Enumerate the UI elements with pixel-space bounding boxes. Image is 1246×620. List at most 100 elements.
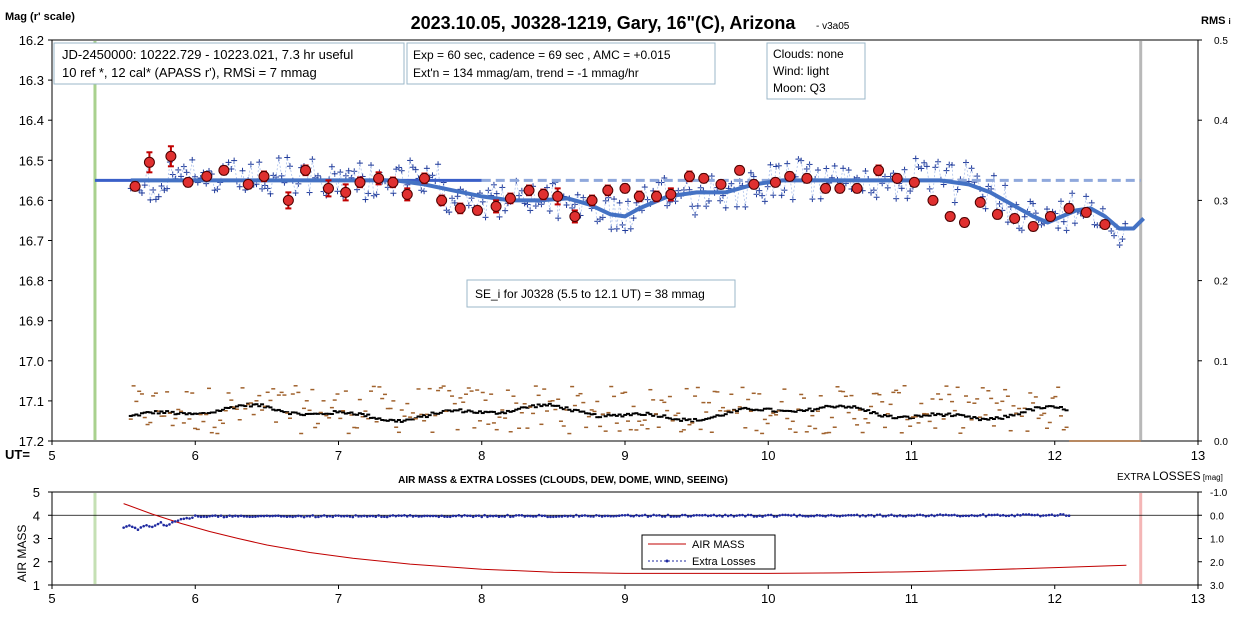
binned-point [242, 178, 254, 190]
plot-area-bottom [51, 491, 1199, 586]
bottom-y-tick-label: 5 [33, 485, 40, 500]
extra-loss-point [723, 513, 727, 517]
binned-point [1027, 220, 1039, 232]
extra-loss-point [801, 514, 804, 518]
extra-loss-point [1013, 514, 1016, 518]
extra-loss-point [795, 515, 799, 518]
extra-loss-point [999, 514, 1002, 517]
extra-loss-point [514, 514, 518, 517]
extra-loss-point [709, 514, 713, 517]
bottom-x-tick-label: 6 [192, 591, 199, 606]
annotation-jd-line-1: JD-2450000: 10222.729 - 10223.021, 7.3 h… [62, 47, 353, 62]
extra-loss-point [446, 515, 449, 519]
binned-point [586, 194, 598, 206]
binned-point [633, 190, 645, 202]
y-tick-label: 16.3 [19, 73, 44, 88]
binned-point [851, 182, 863, 194]
extra-loss-point [491, 514, 495, 518]
x-tick-label: 10 [761, 448, 775, 463]
binned-point [523, 184, 535, 196]
extra-loss-point [629, 514, 633, 518]
binned-point [300, 164, 312, 176]
annotation-se-text: SE_i for J0328 (5.5 to 12.1 UT) = 38 mma… [475, 287, 705, 301]
binned-point [1099, 218, 1111, 230]
binned-point [769, 176, 781, 188]
binned-point [418, 172, 430, 184]
binned-point [1044, 210, 1056, 222]
extra-loss-point [812, 514, 816, 518]
extra-loss-point [259, 514, 263, 518]
binned-point [698, 172, 710, 184]
binned-point [734, 164, 746, 176]
extra-loss-point [973, 514, 976, 518]
x-tick-label: 13 [1191, 448, 1205, 463]
binned-point [552, 190, 564, 202]
x-tick-label: 8 [478, 448, 485, 463]
binned-point [944, 210, 956, 222]
extra-loss-point [809, 514, 813, 518]
binned-point [1009, 212, 1021, 224]
x-tick-label: 9 [621, 448, 628, 463]
binned-point [974, 196, 986, 208]
extra-loss-point [434, 514, 438, 518]
extra-loss-point [500, 514, 504, 518]
y-tick-label: 16.2 [19, 33, 44, 48]
extra-loss-point [448, 515, 452, 519]
model-curve [130, 178, 1146, 231]
extra-loss-point [638, 514, 641, 518]
extra-loss-point [658, 513, 661, 517]
binned-point [1063, 202, 1075, 214]
extra-loss-point [626, 513, 630, 517]
top-panel-ticks: 5 6 7 8 9 10 11 12 13 16.2 16.3 16.4 16.5 16.6 16.7 16.… [19, 33, 1229, 463]
y2-axis-label-main: RMS [1201, 15, 1225, 27]
extra-loss-point [721, 515, 724, 518]
x-tick-label: 6 [192, 448, 199, 463]
top-panel-markers [93, 41, 1143, 440]
rms-dashes [128, 385, 1141, 442]
extra-losses-label-unit: [mag] [1201, 473, 1223, 482]
extra-loss-point [698, 513, 701, 517]
y2-tick-label: 0.5 [1214, 36, 1228, 47]
x-axis-label: UT= [5, 447, 30, 462]
annotation-wind: Wind: light [773, 64, 830, 78]
extra-loss-point [990, 513, 994, 517]
plot-area-top [51, 39, 1199, 442]
extra-loss-point [729, 513, 733, 517]
extra-loss-point [520, 514, 524, 517]
y-tick-label: 16.7 [19, 234, 44, 249]
extra-loss-point [1004, 514, 1008, 518]
extra-loss-point [426, 514, 429, 518]
bottom-x-tick-label: 13 [1191, 591, 1205, 606]
extra-loss-line [123, 514, 1070, 531]
annotation-conditions: Clouds: none Wind: light Moon: Q3 [766, 42, 866, 100]
bottom-series [122, 503, 1127, 574]
extra-loss-point [789, 514, 793, 517]
bottom-y2-tick-label: 0.0 [1210, 511, 1224, 522]
extra-loss-point [703, 513, 707, 517]
extra-loss-point [706, 514, 710, 518]
binned-point [619, 182, 631, 194]
bottom-y-tick-label: 1 [33, 578, 40, 593]
extra-loss-point [996, 513, 999, 517]
extra-loss-point [440, 514, 443, 518]
extra-loss-point [958, 514, 962, 518]
bottom-x-tick-label: 11 [905, 591, 919, 606]
annotation-exp-line-1: Exp = 60 sec, cadence = 69 sec , AMC = +… [413, 48, 671, 62]
extra-loss-point [961, 514, 965, 518]
y2-tick-label: 0.1 [1214, 357, 1228, 368]
annotation-jd-line-2: 10 ref *, 12 cal* (APASS r'), RMSi = 7 m… [62, 65, 317, 80]
annotation-jd: JD-2450000: 10222.729 - 10223.021, 7.3 h… [53, 42, 405, 85]
extra-losses-label: EXTRA LOSSES [mag] [1117, 469, 1223, 483]
bottom-y-tick-label: 4 [33, 508, 40, 523]
binned-point [715, 178, 727, 190]
binned-point [436, 194, 448, 206]
extra-loss-point [987, 513, 991, 517]
chart-title: 2023.10.05, J0328-1219, Gary, 16"(C), Ar… [411, 13, 797, 33]
extra-loss-point [741, 513, 744, 517]
bottom-x-tick-label: 12 [1048, 591, 1062, 606]
extra-loss-point [804, 514, 807, 518]
extra-loss-point [792, 513, 796, 517]
